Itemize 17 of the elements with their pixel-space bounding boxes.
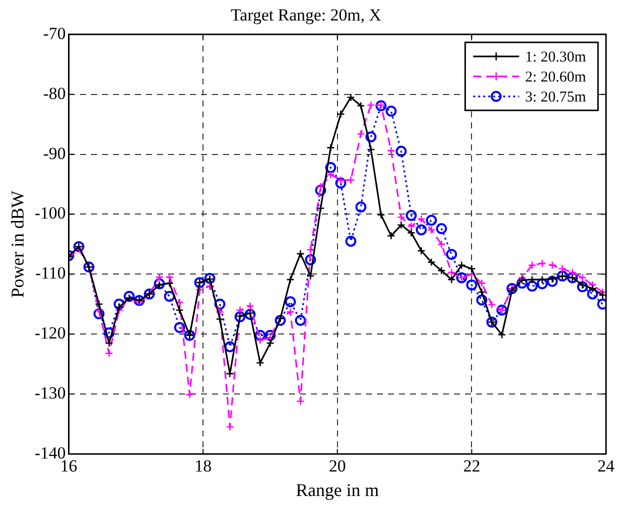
y-tick-label: -70 bbox=[43, 24, 66, 43]
y-tick-label: -110 bbox=[35, 264, 66, 283]
x-tick-label: 18 bbox=[194, 456, 212, 476]
legend-label: 1: 20.30m bbox=[525, 49, 586, 66]
y-tick-label: -130 bbox=[34, 384, 66, 403]
legend-label: 3: 20.75m bbox=[525, 89, 586, 106]
y-tick-label: -100 bbox=[34, 204, 66, 223]
y-tick-label: -90 bbox=[43, 144, 66, 163]
x-tick-label: 20 bbox=[328, 456, 346, 476]
y-tick-label: -120 bbox=[34, 324, 66, 343]
chart-title: Target Range: 20m, X bbox=[230, 6, 382, 25]
y-axis-title: Power in dBW bbox=[8, 190, 28, 298]
legend-label: 2: 20.60m bbox=[525, 69, 586, 86]
x-tick-label: 24 bbox=[598, 456, 615, 476]
x-axis-title: Range in m bbox=[296, 480, 379, 500]
x-tick-label: 22 bbox=[463, 456, 480, 476]
y-tick-label: -80 bbox=[43, 84, 66, 103]
